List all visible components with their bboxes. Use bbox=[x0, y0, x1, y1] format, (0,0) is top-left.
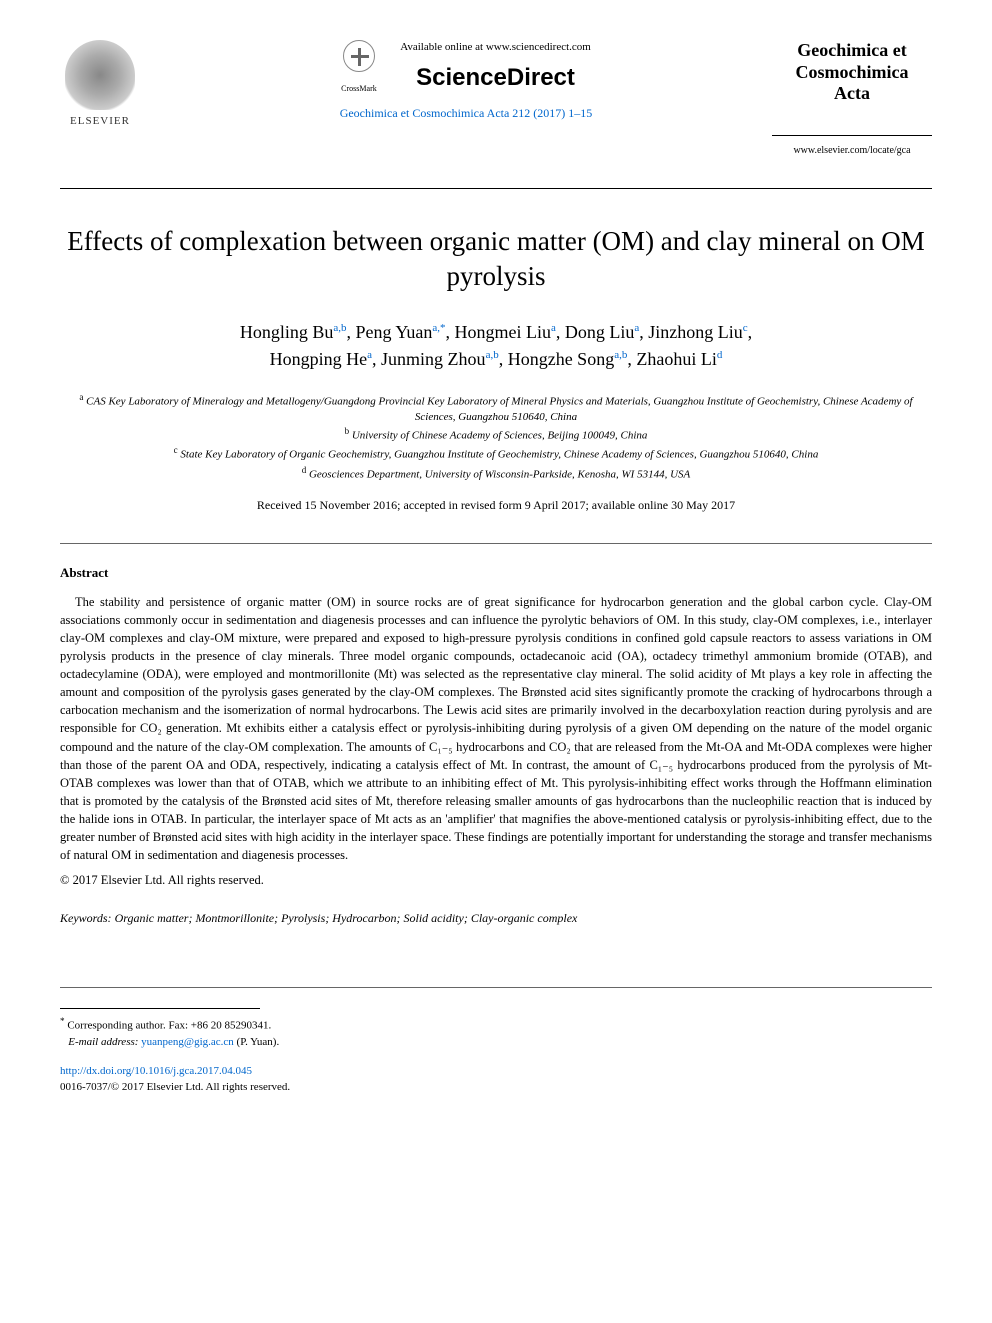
corresponding-email-link[interactable]: yuanpeng@gig.ac.cn bbox=[141, 1036, 234, 1048]
affiliation-ref[interactable]: d bbox=[717, 349, 723, 361]
author: Jinzhong Liuc bbox=[648, 322, 747, 342]
paper-title: Effects of complexation between organic … bbox=[60, 224, 932, 294]
elsevier-logo: ELSEVIER bbox=[60, 40, 140, 130]
journal-name-line2: Cosmochimica bbox=[772, 62, 932, 84]
affiliation-ref[interactable]: a,b bbox=[486, 349, 499, 361]
corresponding-marker: * bbox=[60, 1016, 65, 1026]
journal-name-line3: Acta bbox=[772, 83, 932, 105]
sciencedirect-logo: ScienceDirect bbox=[400, 61, 591, 95]
doi-block: http://dx.doi.org/10.1016/j.gca.2017.04.… bbox=[60, 1064, 932, 1095]
corresponding-text: Corresponding author. Fax: +86 20 852903… bbox=[67, 1019, 271, 1031]
crossmark-sciencedirect-row: CrossMark Available online at www.scienc… bbox=[180, 40, 752, 105]
paper-header: ELSEVIER CrossMark Available online at w… bbox=[60, 40, 932, 158]
affiliation-a: a CAS Key Laboratory of Mineralogy and M… bbox=[60, 391, 932, 425]
affiliation-ref[interactable]: a,b bbox=[333, 322, 346, 334]
author: Hongping Hea bbox=[270, 349, 372, 369]
crossmark-wrap[interactable]: CrossMark bbox=[341, 40, 377, 94]
publisher-label: ELSEVIER bbox=[70, 114, 130, 129]
crossmark-icon bbox=[343, 40, 375, 72]
publisher-logo-block: ELSEVIER bbox=[60, 40, 160, 130]
issn-copyright: 0016-7037/© 2017 Elsevier Ltd. All right… bbox=[60, 1081, 290, 1093]
journal-reference: Geochimica et Cosmochimica Acta 212 (201… bbox=[180, 105, 752, 122]
doi-link[interactable]: http://dx.doi.org/10.1016/j.gca.2017.04.… bbox=[60, 1065, 252, 1077]
affiliation-list: a CAS Key Laboratory of Mineralogy and M… bbox=[60, 391, 932, 483]
corresponding-email-name: (P. Yuan). bbox=[237, 1036, 280, 1048]
email-line: E-mail address: yuanpeng@gig.ac.cn (P. Y… bbox=[60, 1034, 932, 1051]
available-online-text: Available online at www.sciencedirect.co… bbox=[400, 40, 591, 55]
keywords-block: Keywords: Organic matter; Montmorillonit… bbox=[60, 910, 932, 927]
post-keywords-divider bbox=[60, 987, 932, 988]
author-list: Hongling Bua,b, Peng Yuana,*, Hongmei Li… bbox=[60, 319, 932, 373]
author: Hongzhe Songa,b bbox=[508, 349, 628, 369]
elsevier-tree-icon bbox=[65, 40, 135, 110]
affiliation-c: c State Key Laboratory of Organic Geoche… bbox=[60, 444, 932, 463]
corresponding-line: * Corresponding author. Fax: +86 20 8529… bbox=[60, 1015, 932, 1034]
corresponding-author-block: * Corresponding author. Fax: +86 20 8529… bbox=[60, 1015, 932, 1051]
abstract-heading: Abstract bbox=[60, 564, 932, 582]
journal-reference-link[interactable]: Geochimica et Cosmochimica Acta 212 (201… bbox=[340, 106, 593, 120]
affiliation-ref[interactable]: a,b bbox=[614, 349, 627, 361]
keywords-text: Organic matter; Montmorillonite; Pyrolys… bbox=[115, 911, 578, 925]
journal-divider bbox=[772, 135, 932, 136]
corresponding-marker[interactable]: * bbox=[440, 322, 446, 334]
author: Hongmei Liua bbox=[454, 322, 555, 342]
header-bottom-divider bbox=[60, 188, 932, 189]
crossmark-label: CrossMark bbox=[341, 83, 377, 94]
author: Junming Zhoua,b bbox=[381, 349, 499, 369]
affiliation-ref[interactable]: a bbox=[634, 322, 639, 334]
author: Hongling Bua,b bbox=[240, 322, 347, 342]
email-label: E-mail address: bbox=[68, 1036, 138, 1048]
affiliation-ref[interactable]: a bbox=[367, 349, 372, 361]
footnote-divider bbox=[60, 1008, 260, 1009]
keywords-label: Keywords: bbox=[60, 911, 112, 925]
affiliation-b: b University of Chinese Academy of Scien… bbox=[60, 425, 932, 444]
affiliation-ref[interactable]: a, bbox=[432, 322, 440, 334]
author: Zhaohui Lid bbox=[636, 349, 722, 369]
affiliation-d: d Geosciences Department, University of … bbox=[60, 464, 932, 483]
affiliation-ref[interactable]: a bbox=[551, 322, 556, 334]
abstract-body: The stability and persistence of organic… bbox=[60, 593, 932, 865]
abstract-text: The stability and persistence of organic… bbox=[60, 593, 932, 865]
author: Peng Yuana,* bbox=[356, 322, 446, 342]
journal-name-line1: Geochimica et bbox=[772, 40, 932, 62]
article-dates: Received 15 November 2016; accepted in r… bbox=[60, 497, 932, 514]
affiliation-ref[interactable]: c bbox=[743, 322, 748, 334]
journal-name: Geochimica et Cosmochimica Acta bbox=[772, 40, 932, 105]
pre-abstract-divider bbox=[60, 543, 932, 544]
journal-url: www.elsevier.com/locate/gca bbox=[772, 144, 932, 158]
abstract-copyright: © 2017 Elsevier Ltd. All rights reserved… bbox=[60, 872, 932, 890]
author: Dong Liua bbox=[565, 322, 639, 342]
header-center: CrossMark Available online at www.scienc… bbox=[160, 40, 772, 122]
journal-name-block: Geochimica et Cosmochimica Acta www.else… bbox=[772, 40, 932, 158]
